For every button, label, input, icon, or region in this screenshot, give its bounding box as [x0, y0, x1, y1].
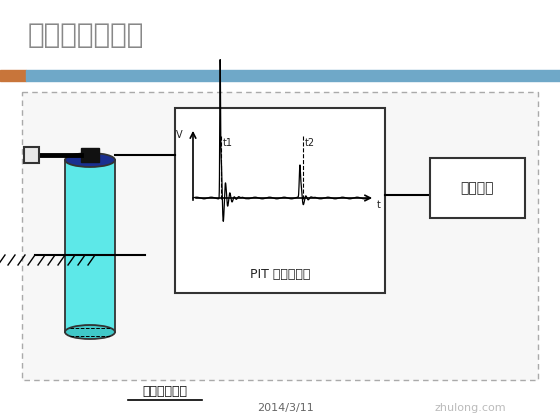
Text: 2014/3/11: 2014/3/11 [256, 403, 314, 413]
Text: zhulong.com: zhulong.com [434, 403, 506, 413]
Text: t1: t1 [223, 138, 233, 148]
Bar [65, 160, 115, 332]
Bar [24, 147, 39, 163]
Ellipse shape [65, 325, 115, 339]
Bar [0, 70, 26, 81]
Bar [175, 108, 385, 293]
Text: PIT 基桩测试仪: PIT 基桩测试仪 [250, 268, 310, 281]
Ellipse shape [65, 153, 115, 167]
Text: V: V [176, 130, 183, 140]
Bar [26, 70, 560, 81]
Bar [81, 148, 99, 162]
Text: 现场检测流通图: 现场检测流通图 [28, 21, 144, 49]
Text: 加速度传感器: 加速度传感器 [142, 385, 188, 398]
Bar [430, 158, 525, 218]
Bar [22, 92, 538, 380]
Text: t2: t2 [305, 138, 315, 148]
Text: 输出设备: 输出设备 [460, 181, 494, 195]
Text: t: t [377, 200, 381, 210]
